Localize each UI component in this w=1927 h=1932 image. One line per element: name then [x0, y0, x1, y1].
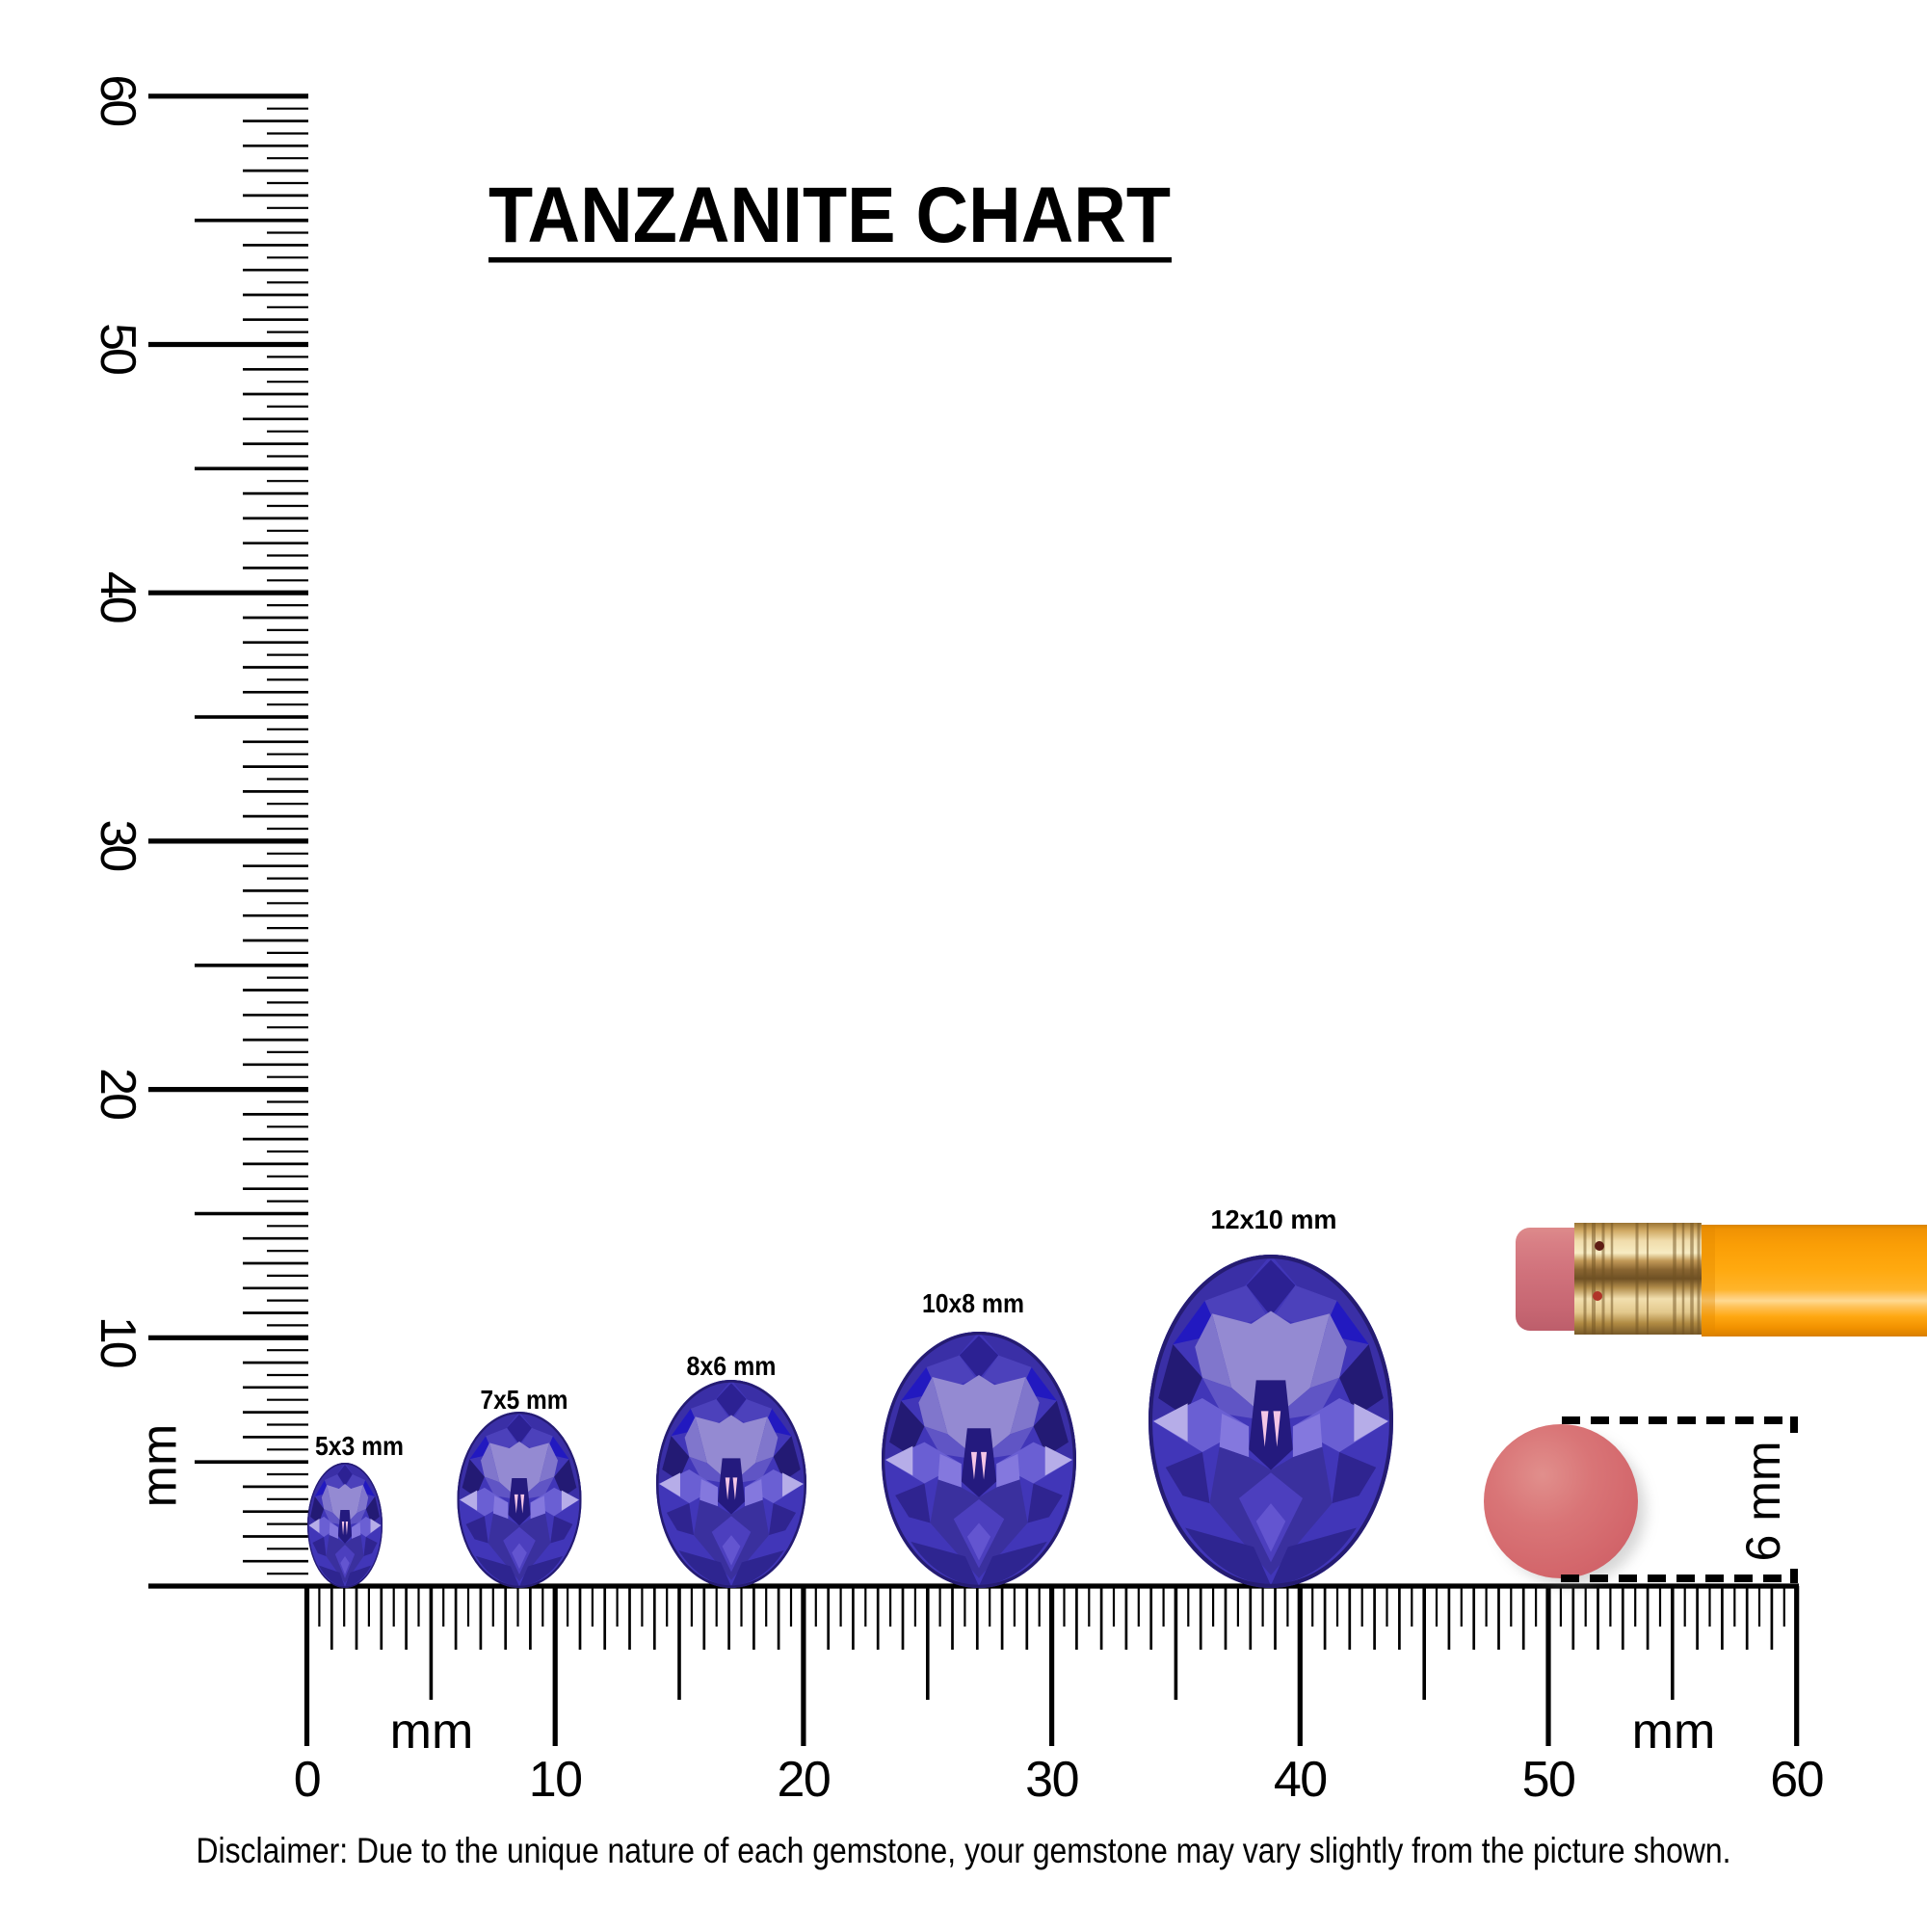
svg-text:TANZANITE CHART: TANZANITE CHART [488, 172, 1171, 259]
svg-text:50: 50 [1522, 1752, 1575, 1808]
svg-text:12x10 mm: 12x10 mm [1211, 1204, 1337, 1234]
svg-text:20: 20 [90, 1068, 145, 1119]
svg-text:mm: mm [132, 1424, 188, 1508]
svg-text:6 mm: 6 mm [1736, 1442, 1790, 1562]
svg-text:7x5 mm: 7x5 mm [481, 1385, 568, 1415]
svg-text:10: 10 [529, 1752, 582, 1808]
svg-text:mm: mm [1632, 1704, 1716, 1760]
svg-text:50: 50 [90, 323, 145, 374]
svg-text:Disclaimer: Due to the unique: Disclaimer: Due to the unique nature of … [197, 1831, 1731, 1870]
svg-text:5x3 mm: 5x3 mm [315, 1431, 404, 1461]
svg-text:30: 30 [90, 819, 145, 870]
svg-text:8x6 mm: 8x6 mm [687, 1351, 777, 1381]
svg-text:40: 40 [1274, 1752, 1327, 1808]
svg-text:10x8 mm: 10x8 mm [922, 1288, 1024, 1318]
svg-text:60: 60 [90, 74, 145, 125]
svg-text:60: 60 [1770, 1752, 1823, 1808]
svg-text:10: 10 [90, 1316, 145, 1367]
svg-text:mm: mm [390, 1704, 474, 1760]
svg-text:40: 40 [90, 571, 145, 622]
svg-text:20: 20 [777, 1752, 830, 1808]
svg-text:30: 30 [1025, 1752, 1078, 1808]
svg-text:0: 0 [294, 1752, 320, 1808]
